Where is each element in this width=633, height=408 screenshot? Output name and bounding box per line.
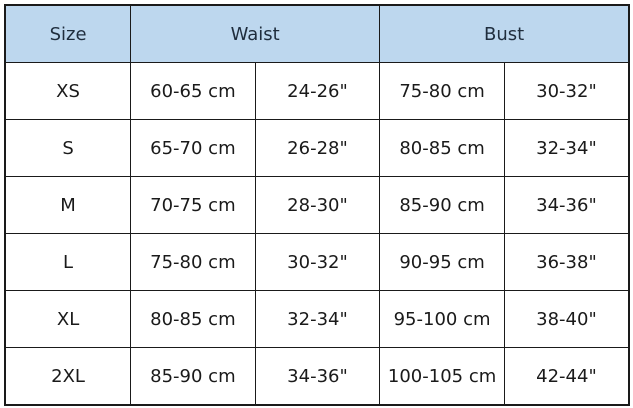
waist-in-cell: 34-36"	[254, 347, 381, 406]
table-row: L 75-80 cm 30-32" 90-95 cm 36-38"	[4, 233, 630, 291]
size-cell: XS	[4, 62, 132, 120]
bust-cm-cell: 100-105 cm	[379, 347, 505, 406]
size-cell: M	[4, 176, 132, 234]
waist-cm-cell: 60-65 cm	[130, 62, 256, 120]
size-cell: S	[4, 119, 132, 177]
table-row: XS 60-65 cm 24-26" 75-80 cm 30-32"	[4, 62, 630, 120]
bust-in-cell: 36-38"	[503, 233, 630, 291]
waist-in-cell: 32-34"	[254, 290, 381, 348]
size-cell: XL	[4, 290, 132, 348]
bust-cm-cell: 85-90 cm	[379, 176, 505, 234]
table-row: 2XL 85-90 cm 34-36" 100-105 cm 42-44"	[4, 347, 630, 406]
table-row: XL 80-85 cm 32-34" 95-100 cm 38-40"	[4, 290, 630, 348]
waist-in-cell: 26-28"	[254, 119, 381, 177]
header-bust: Bust	[379, 4, 630, 63]
header-waist: Waist	[130, 4, 381, 63]
header-size: Size	[4, 4, 132, 63]
bust-in-cell: 38-40"	[503, 290, 630, 348]
bust-in-cell: 30-32"	[503, 62, 630, 120]
bust-in-cell: 34-36"	[503, 176, 630, 234]
waist-in-cell: 24-26"	[254, 62, 381, 120]
waist-cm-cell: 65-70 cm	[130, 119, 256, 177]
size-cell: 2XL	[4, 347, 132, 406]
size-chart-table: Size Waist Bust XS 60-65 cm 24-26" 75-80 cm…	[4, 4, 630, 406]
waist-cm-cell: 80-85 cm	[130, 290, 256, 348]
waist-in-cell: 30-32"	[254, 233, 381, 291]
size-cell: L	[4, 233, 132, 291]
bust-in-cell: 42-44"	[503, 347, 630, 406]
bust-in-cell: 32-34"	[503, 119, 630, 177]
waist-cm-cell: 85-90 cm	[130, 347, 256, 406]
bust-cm-cell: 90-95 cm	[379, 233, 505, 291]
table-row: S 65-70 cm 26-28" 80-85 cm 32-34"	[4, 119, 630, 177]
waist-cm-cell: 75-80 cm	[130, 233, 256, 291]
table-row: M 70-75 cm 28-30" 85-90 cm 34-36"	[4, 176, 630, 234]
bust-cm-cell: 80-85 cm	[379, 119, 505, 177]
waist-in-cell: 28-30"	[254, 176, 381, 234]
bust-cm-cell: 75-80 cm	[379, 62, 505, 120]
header-row: Size Waist Bust	[4, 4, 630, 63]
bust-cm-cell: 95-100 cm	[379, 290, 505, 348]
waist-cm-cell: 70-75 cm	[130, 176, 256, 234]
